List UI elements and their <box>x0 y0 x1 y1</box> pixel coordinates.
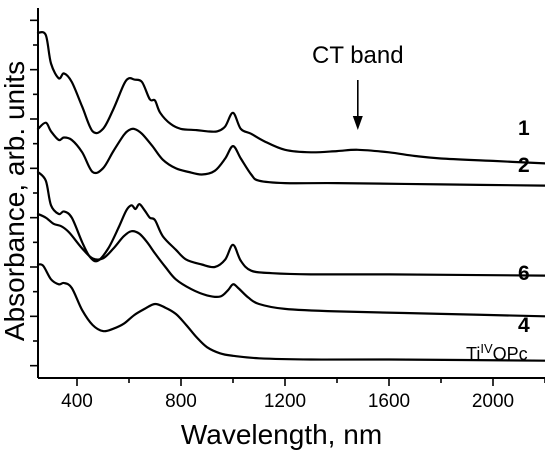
curve-labels: 1 2 6 4 TiIVOPc <box>466 117 530 364</box>
x-tick-label: 1600 <box>368 391 410 412</box>
curve-5 <box>36 263 545 362</box>
x-tick-label: 800 <box>165 391 197 412</box>
curve-3 <box>36 170 545 277</box>
x-tick-label: 2000 <box>472 391 514 412</box>
curve-4 <box>36 212 545 318</box>
curve-2 <box>36 121 545 187</box>
y-axis-title: Absorbance, arb. units <box>0 61 30 341</box>
curve-label: 4 <box>518 314 530 337</box>
curve-1 <box>36 31 545 165</box>
curve-label: 2 <box>518 154 530 177</box>
x-ticks: 400 800 1200 1600 2000 <box>61 378 545 412</box>
ct-band-arrow-head <box>352 116 363 130</box>
curves <box>36 31 545 362</box>
ct-band-annotation: CT band <box>312 42 404 130</box>
x-axis-title: Wavelength, nm <box>181 419 382 450</box>
y-ticks <box>30 19 38 367</box>
ct-band-label: CT band <box>312 42 404 69</box>
x-tick-label: 400 <box>61 391 93 412</box>
x-tick-label: 1200 <box>264 391 306 412</box>
curve-label: 6 <box>518 262 530 285</box>
axes <box>37 8 545 379</box>
curve-label: 1 <box>518 117 530 140</box>
curve-label: TiIVOPc <box>466 341 528 364</box>
